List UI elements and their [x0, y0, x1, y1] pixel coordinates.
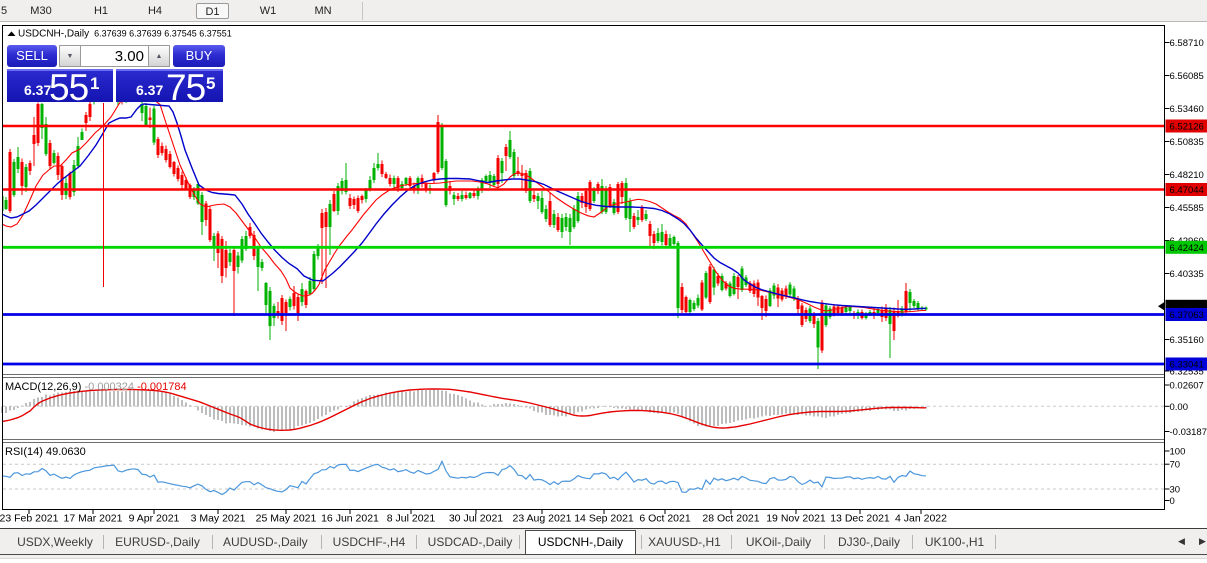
- svg-text:23 Feb 2021: 23 Feb 2021: [0, 513, 59, 525]
- svg-text:6.56085: 6.56085: [1170, 71, 1204, 82]
- svg-text:-0.031872: -0.031872: [1170, 427, 1207, 438]
- svg-text:13 Dec 2021: 13 Dec 2021: [830, 513, 890, 525]
- svg-text:23 Aug 2021: 23 Aug 2021: [513, 513, 572, 525]
- svg-text:30 Jul 2021: 30 Jul 2021: [449, 513, 503, 525]
- svg-text:4 Jan 2022: 4 Jan 2022: [895, 513, 947, 525]
- svg-text:17 Mar 2021: 17 Mar 2021: [64, 513, 123, 525]
- svg-text:16 Jun 2021: 16 Jun 2021: [321, 513, 379, 525]
- svg-text:28 Oct 2021: 28 Oct 2021: [702, 513, 759, 525]
- svg-text:70: 70: [1170, 460, 1181, 471]
- svg-text:6.47044: 6.47044: [1170, 185, 1204, 196]
- svg-text:30: 30: [1170, 485, 1181, 496]
- svg-text:100: 100: [1170, 447, 1186, 458]
- svg-text:6.33041: 6.33041: [1170, 360, 1204, 371]
- svg-text:USDCNH-,Daily 6.37639 6.37639: USDCNH-,Daily 6.37639 6.37639 6.37545 6.…: [18, 29, 232, 40]
- svg-text:6.48210: 6.48210: [1170, 170, 1204, 181]
- svg-text:RSI(14) 49.0630: RSI(14) 49.0630: [5, 446, 86, 458]
- svg-text:6.35160: 6.35160: [1170, 335, 1204, 346]
- svg-text:0.02607: 0.02607: [1170, 381, 1204, 392]
- svg-text:3 May 2021: 3 May 2021: [191, 513, 246, 525]
- svg-text:6.37063: 6.37063: [1170, 310, 1204, 321]
- svg-text:6.52126: 6.52126: [1170, 122, 1204, 133]
- svg-text:6.40335: 6.40335: [1170, 269, 1204, 280]
- svg-text:6 Oct 2021: 6 Oct 2021: [639, 513, 691, 525]
- svg-text:6.42424: 6.42424: [1170, 243, 1204, 254]
- svg-text:6.45585: 6.45585: [1170, 203, 1204, 214]
- svg-text:9 Apr 2021: 9 Apr 2021: [129, 513, 180, 525]
- svg-text:8 Jul 2021: 8 Jul 2021: [387, 513, 436, 525]
- svg-text:25 May 2021: 25 May 2021: [256, 513, 317, 525]
- svg-text:0.00: 0.00: [1170, 402, 1189, 413]
- svg-text:19 Nov 2021: 19 Nov 2021: [766, 513, 826, 525]
- svg-text:6.58710: 6.58710: [1170, 38, 1204, 49]
- svg-text:MACD(12,26,9) -0.000324 -0.001: MACD(12,26,9) -0.000324 -0.001784: [5, 381, 187, 393]
- svg-text:6.53460: 6.53460: [1170, 104, 1204, 115]
- svg-text:0: 0: [1170, 496, 1175, 507]
- svg-text:6.50835: 6.50835: [1170, 137, 1204, 148]
- svg-text:14 Sep 2021: 14 Sep 2021: [574, 513, 634, 525]
